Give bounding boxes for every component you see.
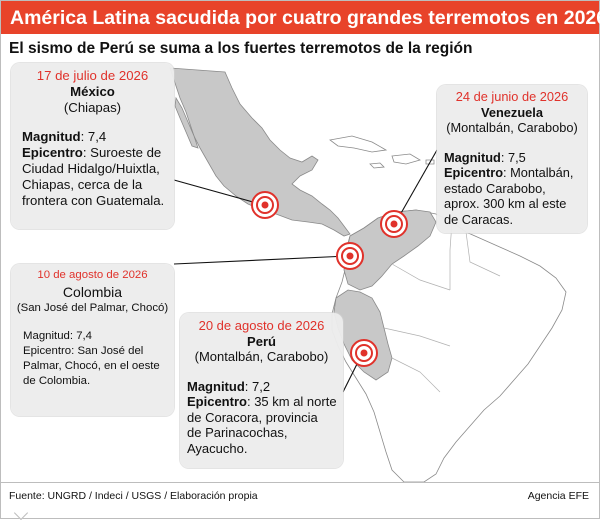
source-credit: Fuente: UNGRD / Indeci / USGS / Elaborac…: [9, 490, 258, 502]
peru-epicenter-line-1: Epicentro: 35 km al norte: [187, 394, 337, 409]
venezuela-info-card: 24 de junio de 2026 Venezuela (Montalbán…: [437, 85, 587, 233]
jamaica-island: [369, 162, 385, 169]
venezuela-epicenter-line-2: estado Carabobo,: [444, 180, 546, 196]
colombia-region: (San José del Palmar, Chocó): [16, 302, 169, 314]
title-bar: América Latina sacudida por cuatro grand…: [1, 1, 600, 34]
mexico-info-card: 17 de julio de 2026 México (Chiapas) Mag…: [11, 63, 174, 229]
colombia-epicenter-line-1: Epicentro: San José del: [23, 345, 144, 357]
venezuela-date: 24 de junio de 2026: [455, 89, 569, 104]
page-title: América Latina sacudida por cuatro grand…: [10, 7, 600, 29]
peru-epicenter-line-4: Ayacucho.: [187, 440, 248, 456]
venezuela-region: (Montalbán, Carabobo): [446, 120, 578, 135]
mexico-epicenter-marker: [251, 191, 279, 219]
country-borders: [383, 221, 501, 393]
page-subtitle: El sismo de Perú se suma a los fuertes t…: [9, 40, 473, 57]
venezuela-epicenter-line-1: Epicentro: Montalbán,: [444, 165, 574, 180]
mexico-land: [169, 67, 351, 237]
peru-region: (Montalbán, Carabobo): [194, 349, 329, 364]
mexico-epicenter-line-1: Epicentro: Suroeste de: [22, 145, 162, 160]
colombia-epicenter-marker: [336, 242, 364, 270]
peru-country: Perú: [247, 333, 276, 349]
footer-divider: [1, 482, 599, 483]
mexico-region: (Chiapas): [63, 100, 122, 115]
peru-epicenter-line-3: de Parinacochas,: [187, 425, 288, 440]
cuba-island: [329, 135, 388, 153]
mexico-magnitude: Magnitud: 7,4: [22, 129, 107, 144]
colombia-leader-line: [173, 255, 349, 265]
peru-date: 20 de agosto de 2026: [198, 318, 325, 333]
mexico-leader-line: [173, 179, 261, 205]
peru-epicenter-marker: [350, 339, 378, 367]
colombia-info-card: 10 de agosto de 2026 Colombia (San José …: [11, 264, 174, 416]
peru-magnitude: Magnitud: 7,2: [187, 378, 271, 394]
colombia-country: Colombia: [62, 284, 123, 300]
colombia-magnitude: Magnitud: 7,4: [23, 330, 93, 342]
venezuela-magnitude: Magnitud: 7,5: [444, 149, 526, 165]
mexico-date: 17 de julio de 2026: [36, 68, 149, 83]
peru-epicenter-line-2: de Coracora, provincia: [187, 409, 318, 425]
colombia-epicenter-line-2: Palmar, Chocó, en el oeste: [23, 360, 160, 372]
venezuela-leader-line: [395, 149, 438, 223]
colombia-epicenter-line-3: de Colombia.: [23, 375, 91, 387]
hispaniola-island: [391, 153, 421, 165]
venezuela-epicenter-marker: [380, 210, 408, 238]
venezuela-epicenter-line-4: de Caracas.: [444, 211, 513, 227]
venezuela-country: Venezuela: [481, 104, 543, 120]
agency-credit: Agencia EFE: [527, 490, 589, 502]
peru-info-card: 20 de agosto de 2026 Perú (Montalbán, Ca…: [180, 313, 343, 468]
baja-california-land: [174, 96, 199, 149]
mexico-epicenter-line-3: Chiapas, cerca de la: [22, 177, 143, 192]
mexico-epicenter-line-4: frontera con Guatemala.: [22, 193, 165, 208]
mexico-epicenter-line-2: Ciudad Hidalgo/Huixtla,: [22, 161, 160, 176]
mexico-country: México: [70, 84, 115, 99]
venezuela-epicenter-line-3: aprox. 300 km al este: [444, 196, 567, 211]
colombia-date: 10 de agosto de 2026: [37, 269, 148, 281]
